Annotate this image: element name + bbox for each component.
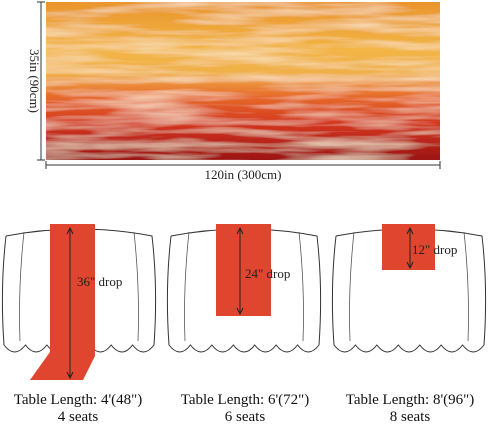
- seats: 8 seats: [390, 409, 431, 425]
- tables: 36" drop Table Length: 4'(48")4 seats 24" …: [1, 224, 487, 425]
- drop-label: 24" drop: [245, 266, 290, 281]
- runner: [30, 224, 95, 380]
- table-edge: [349, 231, 469, 342]
- table-length: Table Length: 6'(72"): [181, 392, 310, 408]
- table-edge: [19, 231, 139, 342]
- seats: 6 seats: [225, 409, 266, 425]
- arrow-head: [66, 226, 74, 380]
- table-edge: [184, 231, 304, 342]
- arrow-head: [236, 226, 244, 316]
- table-length: Table Length: 8'(96"): [346, 392, 475, 408]
- seats: 4 seats: [58, 409, 99, 425]
- width-label: 120in (300cm): [205, 167, 282, 182]
- height-label: 35in (90cm): [27, 49, 42, 113]
- table-length: Table Length: 4'(48"): [14, 392, 143, 408]
- drop-label: 12" drop: [412, 242, 457, 257]
- arrow-head: [406, 226, 414, 270]
- fabric-image: [46, 2, 440, 160]
- drop-label: 36" drop: [77, 274, 122, 289]
- runner: [216, 224, 271, 316]
- dimension-lines: [37, 1, 441, 169]
- tablecloth: [331, 228, 487, 353]
